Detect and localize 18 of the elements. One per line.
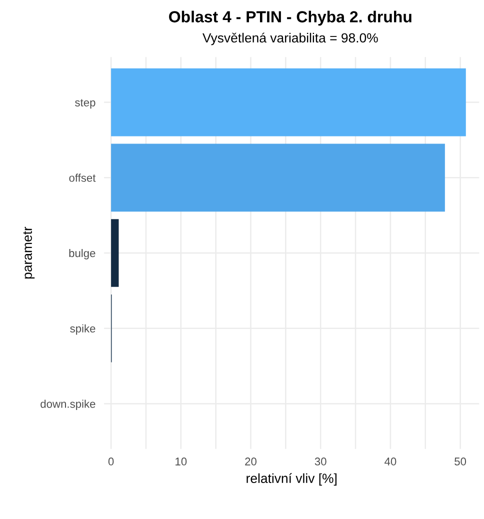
chart-title: Oblast 4 - PTIN - Chyba 2. druhu <box>169 10 412 26</box>
x-axis-title: relativní vliv [%] <box>246 473 336 486</box>
x-tick-label: 50 <box>454 458 466 466</box>
x-tick-label: 40 <box>384 458 396 466</box>
y-axis-title: parametr <box>23 226 35 279</box>
bar <box>111 219 119 287</box>
y-tick-label: step <box>75 99 96 109</box>
bar <box>111 68 466 136</box>
y-tick-label: bulge <box>69 248 96 260</box>
x-tick-label: 0 <box>108 458 114 466</box>
x-tick-label: 20 <box>245 458 256 466</box>
bar <box>111 144 445 212</box>
x-tick-label: 10 <box>176 458 187 466</box>
x-tick-label: 30 <box>314 458 326 466</box>
y-tick-label: spike <box>70 324 96 335</box>
chart-subtitle: Vysvětlená variabilita = 98.0% <box>202 32 378 46</box>
y-tick-label: down.spike <box>40 400 96 410</box>
y-tick-label: offset <box>69 174 96 182</box>
